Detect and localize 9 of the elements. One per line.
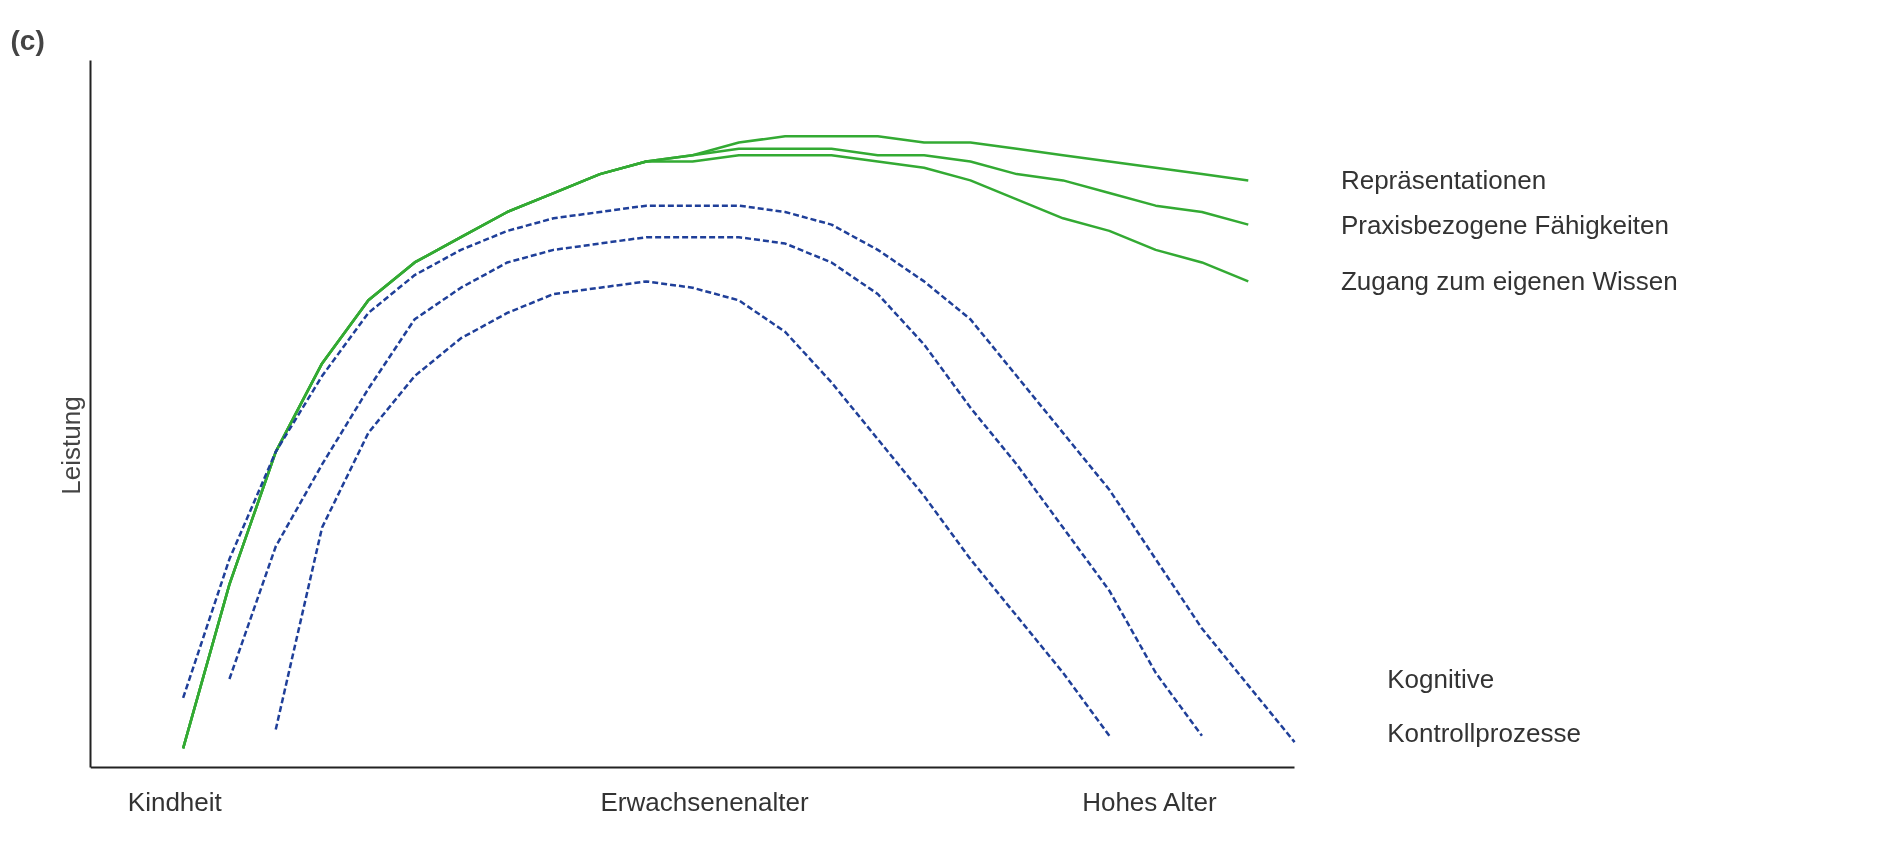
text: Praxisbezogene Fähigkeiten	[1340, 209, 1669, 240]
text: Kognitive Kontrollprozesse	[1387, 664, 1581, 748]
text: Zugang zum eigenen Wissen	[1340, 266, 1678, 297]
text: Repräsentationen	[1340, 165, 1547, 196]
text: Erwachsenenalter	[600, 787, 809, 818]
text: Hohes Alter	[1082, 787, 1217, 818]
y-axis-title: Leistung	[55, 396, 86, 495]
chart-title: (c)	[10, 24, 45, 56]
text: Kindheit	[127, 787, 223, 818]
